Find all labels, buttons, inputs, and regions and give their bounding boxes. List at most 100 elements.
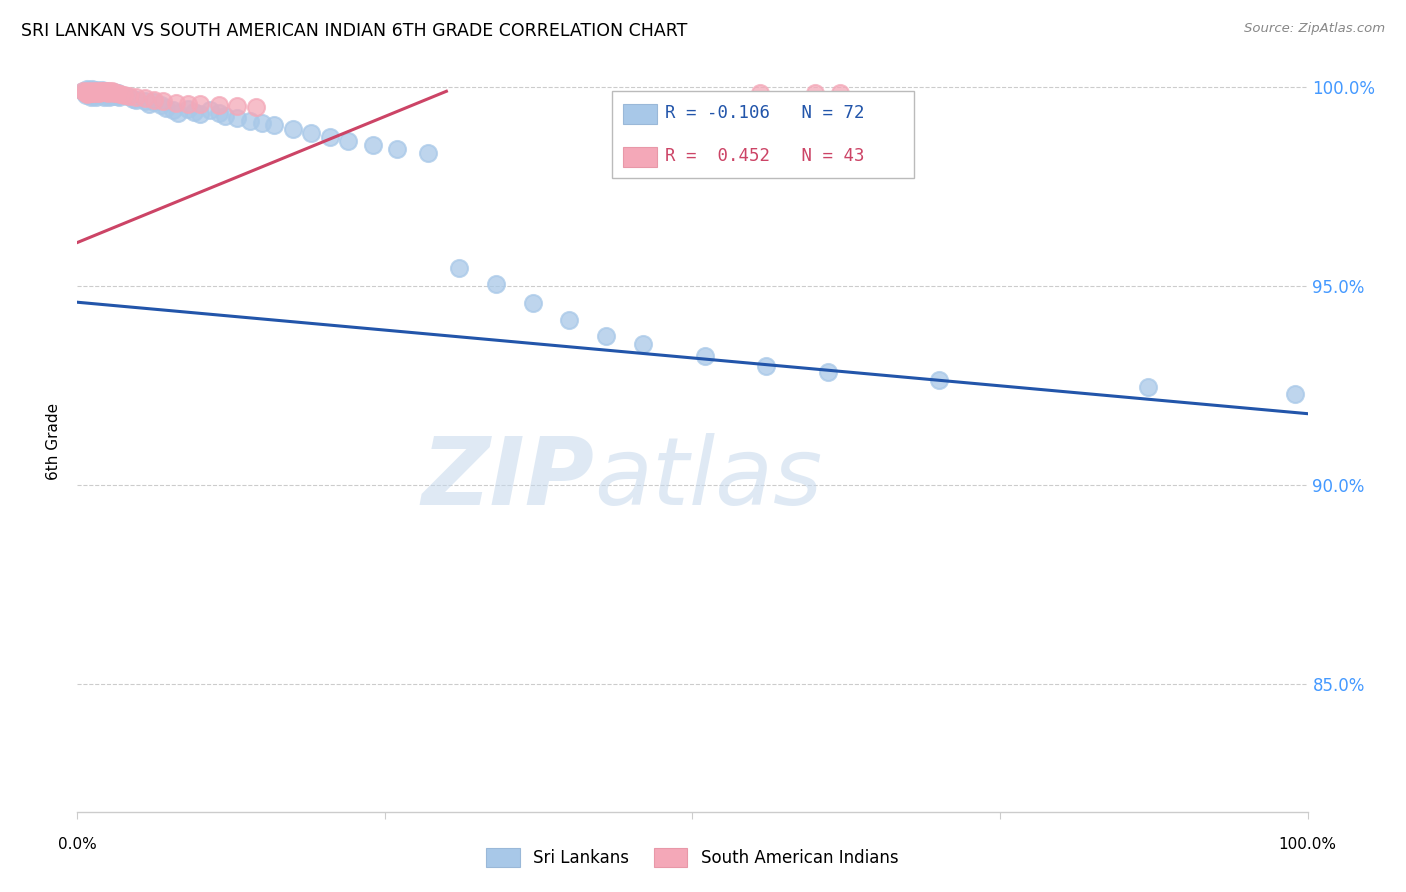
Point	[263, 118, 285, 132]
Point	[226, 99, 249, 113]
Point	[693, 349, 716, 363]
Point	[755, 359, 778, 373]
Point	[125, 93, 148, 107]
Text: atlas: atlas	[595, 433, 823, 524]
Point	[90, 85, 114, 99]
Point	[83, 85, 105, 99]
Point	[79, 87, 101, 101]
Point	[115, 89, 138, 103]
Point	[928, 373, 950, 387]
Point	[75, 86, 97, 100]
Point	[86, 83, 108, 97]
Point	[101, 89, 124, 103]
Point	[177, 102, 200, 116]
Point	[89, 87, 111, 101]
Point	[239, 114, 262, 128]
Point	[226, 112, 249, 126]
Point	[75, 88, 97, 103]
Point	[633, 337, 655, 351]
Point	[90, 83, 114, 97]
Point	[77, 84, 100, 98]
Point	[89, 87, 111, 101]
Point	[134, 94, 156, 108]
Point	[76, 82, 98, 96]
Point	[91, 85, 114, 99]
Point	[77, 84, 100, 98]
Point	[98, 90, 121, 104]
Point	[108, 90, 131, 104]
Point	[104, 87, 127, 102]
Point	[165, 96, 187, 111]
Point	[97, 86, 120, 100]
Point	[87, 85, 110, 99]
Point	[749, 87, 772, 101]
Point	[318, 130, 340, 145]
Point	[105, 87, 128, 101]
Point	[817, 365, 839, 379]
Point	[84, 90, 107, 104]
Point	[447, 261, 470, 276]
Point	[190, 107, 212, 121]
Point	[72, 84, 94, 98]
Point	[155, 101, 177, 115]
Point	[90, 88, 112, 103]
Point	[250, 116, 273, 130]
Point	[804, 87, 827, 101]
Point	[522, 296, 544, 310]
Point	[84, 87, 107, 101]
Point	[830, 87, 852, 101]
Text: 0.0%: 0.0%	[58, 837, 97, 852]
Text: 100.0%: 100.0%	[1278, 837, 1337, 852]
Point	[595, 329, 617, 343]
Point	[100, 85, 122, 99]
Point	[100, 85, 122, 99]
Point	[485, 277, 508, 292]
Point	[101, 84, 124, 98]
Point	[93, 86, 115, 100]
Point	[200, 103, 222, 118]
Point	[80, 90, 103, 104]
Point	[107, 87, 129, 101]
Point	[79, 88, 101, 103]
Point	[76, 87, 98, 101]
Point	[177, 97, 200, 112]
Point	[73, 85, 96, 99]
Point	[387, 142, 409, 156]
Point	[558, 313, 581, 327]
Point	[80, 86, 103, 100]
Point	[82, 84, 104, 98]
Y-axis label: 6th Grade: 6th Grade	[46, 403, 62, 480]
Point	[281, 122, 304, 136]
Point	[208, 98, 231, 112]
Point	[118, 89, 141, 103]
Point	[138, 97, 160, 112]
Point	[105, 89, 128, 103]
Point	[112, 88, 135, 103]
Point	[96, 87, 118, 101]
Point	[101, 85, 124, 99]
Text: R = -0.106   N = 72: R = -0.106 N = 72	[665, 104, 865, 122]
Point	[214, 109, 236, 123]
Point	[103, 87, 125, 101]
Point	[152, 94, 174, 108]
Point	[142, 93, 165, 107]
Point	[190, 97, 212, 112]
Point	[93, 90, 115, 104]
Text: ZIP: ZIP	[422, 433, 595, 524]
Point	[167, 105, 190, 120]
Point	[79, 85, 101, 99]
Point	[90, 84, 112, 98]
Point	[125, 90, 148, 104]
Point	[96, 85, 118, 99]
Text: SRI LANKAN VS SOUTH AMERICAN INDIAN 6TH GRADE CORRELATION CHART: SRI LANKAN VS SOUTH AMERICAN INDIAN 6TH …	[21, 22, 688, 40]
Legend: Sri Lankans, South American Indians: Sri Lankans, South American Indians	[479, 841, 905, 874]
Point	[94, 84, 117, 98]
Point	[97, 88, 120, 103]
Point	[82, 84, 104, 98]
Point	[337, 134, 360, 148]
Point	[416, 145, 439, 160]
Point	[245, 100, 267, 114]
Point	[208, 106, 231, 120]
Point	[134, 91, 156, 105]
Point	[1284, 386, 1306, 401]
